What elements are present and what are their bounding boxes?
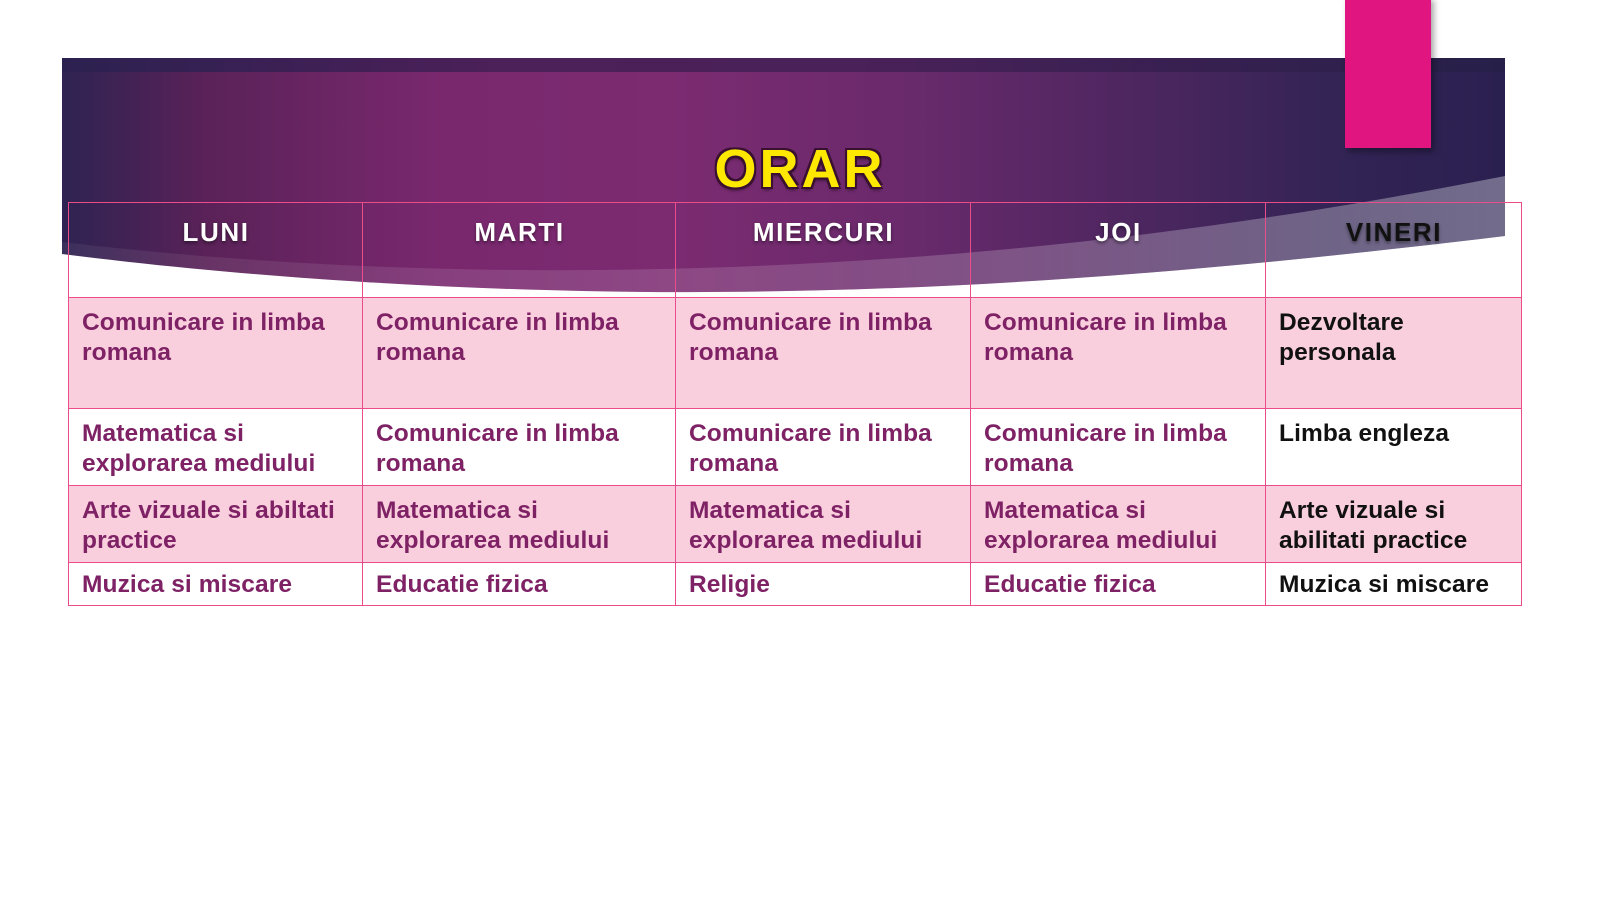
cell-miercuri: Matematica si explorarea mediului [675, 484, 971, 563]
cell-joi: Educatie fizica [970, 561, 1266, 607]
cell-marti: Comunicare in limba romana [362, 408, 676, 486]
column-header-joi: JOI [970, 202, 1266, 298]
table-row: Matematica si explorarea mediului Comuni… [68, 408, 1522, 486]
cell-marti: Educatie fizica [362, 561, 676, 607]
cell-miercuri: Religie [675, 561, 971, 607]
cell-luni: Muzica si miscare [68, 561, 363, 607]
column-header-miercuri: MIERCURI [675, 202, 971, 298]
cell-joi: Comunicare in limba romana [970, 408, 1266, 486]
column-header-luni: LUNI [68, 202, 363, 298]
cell-miercuri: Comunicare in limba romana [675, 297, 971, 409]
cell-vineri: Muzica si miscare [1265, 561, 1522, 607]
cell-joi: Matematica si explorarea mediului [970, 484, 1266, 563]
column-header-vineri: VINERI [1265, 202, 1522, 298]
cell-luni: Comunicare in limba romana [68, 297, 363, 409]
cell-joi: Comunicare in limba romana [970, 297, 1266, 409]
cell-luni: Arte vizuale si abiltati practice [68, 484, 363, 563]
table-header-row: LUNI MARTI MIERCURI JOI VINERI [68, 202, 1522, 298]
cell-marti: Comunicare in limba romana [362, 297, 676, 409]
timetable: LUNI MARTI MIERCURI JOI VINERI Comunicar… [68, 202, 1522, 607]
cell-marti: Matematica si explorarea mediului [362, 484, 676, 563]
cell-vineri: Arte vizuale si abilitati practice [1265, 484, 1522, 563]
cell-miercuri: Comunicare in limba romana [675, 408, 971, 486]
table-row: Arte vizuale si abiltati practice Matema… [68, 484, 1522, 563]
table-row: Comunicare in limba romana Comunicare in… [68, 297, 1522, 409]
table-row: Muzica si miscare Educatie fizica Religi… [68, 561, 1522, 607]
column-header-marti: MARTI [362, 202, 676, 298]
cell-luni: Matematica si explorarea mediului [68, 408, 363, 486]
pink-accent-rectangle [1345, 0, 1431, 148]
cell-vineri: Dezvoltare personala [1265, 297, 1522, 409]
cell-vineri: Limba engleza [1265, 408, 1522, 486]
